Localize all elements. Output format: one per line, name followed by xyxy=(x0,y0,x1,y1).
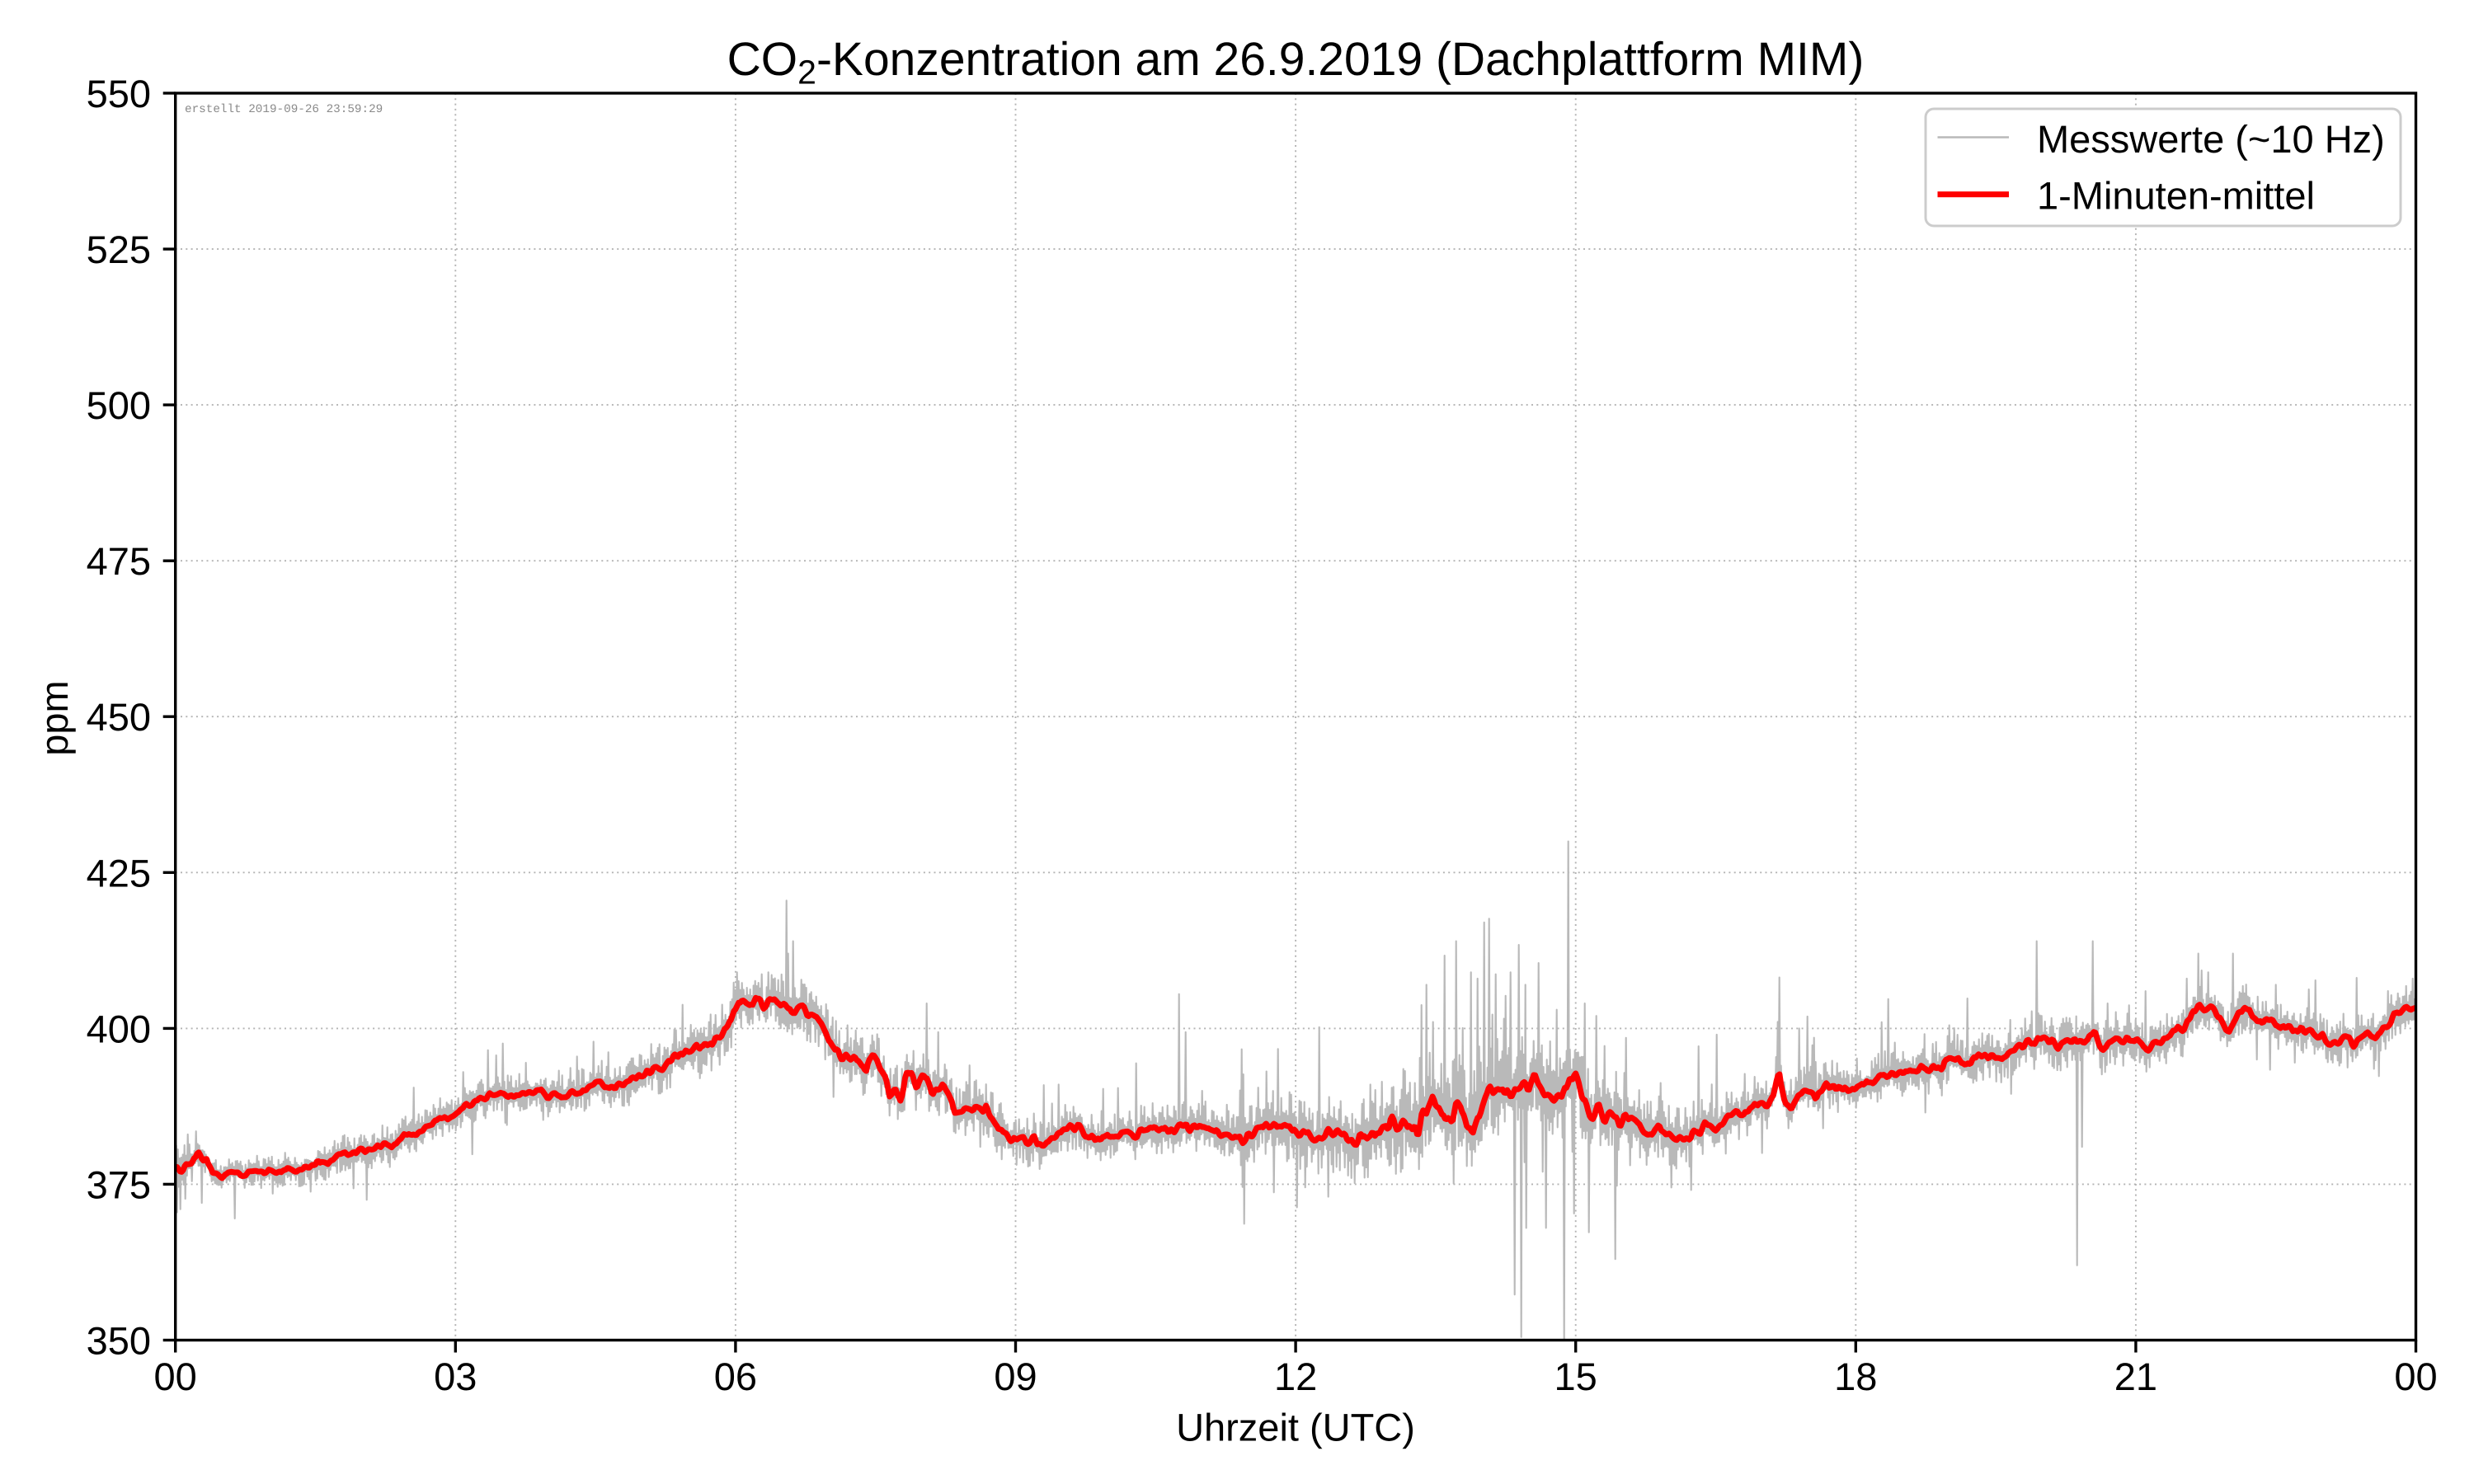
svg-text:Uhrzeit (UTC): Uhrzeit (UTC) xyxy=(1176,1406,1415,1449)
svg-text:erstellt 2019-09-26 23:59:29: erstellt 2019-09-26 23:59:29 xyxy=(185,103,383,116)
svg-text:00: 00 xyxy=(2394,1355,2437,1398)
svg-text:550: 550 xyxy=(87,72,151,115)
svg-text:00: 00 xyxy=(154,1355,197,1398)
svg-text:12: 12 xyxy=(1274,1355,1317,1398)
svg-text:450: 450 xyxy=(87,695,151,739)
svg-text:CO2-Konzentration am 26.9.2019: CO2-Konzentration am 26.9.2019 (Dachplat… xyxy=(727,33,1865,92)
svg-text:475: 475 xyxy=(87,539,151,583)
svg-text:425: 425 xyxy=(87,851,151,895)
svg-text:21: 21 xyxy=(2114,1355,2157,1398)
svg-text:350: 350 xyxy=(87,1319,151,1363)
svg-text:15: 15 xyxy=(1554,1355,1597,1398)
svg-text:ppm: ppm xyxy=(32,680,76,755)
svg-text:500: 500 xyxy=(87,383,151,427)
svg-text:09: 09 xyxy=(994,1355,1037,1398)
svg-text:03: 03 xyxy=(434,1355,477,1398)
svg-text:525: 525 xyxy=(87,228,151,271)
svg-text:18: 18 xyxy=(1834,1355,1877,1398)
svg-text:Messwerte (~10 Hz): Messwerte (~10 Hz) xyxy=(2037,117,2385,161)
svg-text:400: 400 xyxy=(87,1007,151,1050)
svg-text:375: 375 xyxy=(87,1162,151,1206)
svg-text:1-Minuten-mittel: 1-Minuten-mittel xyxy=(2037,174,2315,218)
svg-text:06: 06 xyxy=(714,1355,757,1398)
